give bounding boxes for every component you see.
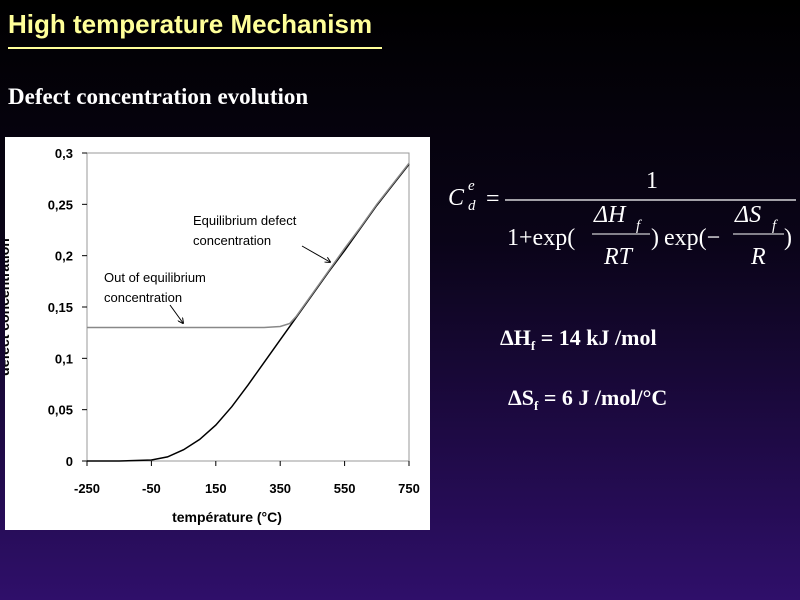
formula-s-sub: f xyxy=(772,218,778,234)
formula-h-num: ΔH xyxy=(593,202,627,228)
formula-close: ) xyxy=(784,225,792,251)
chart: température (°C) defect concentration 0 0… xyxy=(0,146,420,525)
annotation: Equilibrium defect xyxy=(193,213,297,228)
formula: C e d = 1 1+exp( ΔH f RT ) exp(− ΔS f R … xyxy=(448,168,796,270)
enthalpy: ΔHf = 14 kJ /mol xyxy=(500,325,657,353)
y-tick-label: 0,1 xyxy=(55,351,73,366)
entropy-symbol: ΔS xyxy=(508,385,534,410)
x-tick-label: -50 xyxy=(142,481,161,496)
annotation: concentration xyxy=(104,290,182,305)
annotation-arrow xyxy=(301,245,330,262)
formula-h-den: RT xyxy=(603,244,634,270)
enthalpy-symbol: ΔH xyxy=(500,325,531,350)
formula-equals: = xyxy=(486,186,500,212)
entropy-sub: f xyxy=(534,398,539,413)
annotation: concentration xyxy=(193,233,271,248)
entropy-text: = 6 J /mol/°C xyxy=(538,385,667,410)
annotation-arrow xyxy=(169,304,183,323)
formula-s-den: R xyxy=(750,244,766,270)
y-tick-label: 0,3 xyxy=(55,146,73,161)
plot-area xyxy=(86,152,410,462)
formula-sub: d xyxy=(468,198,476,214)
formula-sup: e xyxy=(468,178,475,194)
formula-den-mid: exp(− xyxy=(664,225,720,251)
x-axis-label: température (°C) xyxy=(172,509,282,525)
x-tick-label: -250 xyxy=(74,481,100,496)
subtitle: Defect concentration evolution xyxy=(8,84,308,109)
enthalpy-sub: f xyxy=(531,338,536,353)
x-tick-label: 550 xyxy=(334,481,356,496)
formula-numerator: 1 xyxy=(646,168,658,194)
y-tick-label: 0,15 xyxy=(48,300,73,315)
y-tick-label: 0,05 xyxy=(48,403,73,418)
y-tick-label: 0,25 xyxy=(48,197,73,212)
enthalpy-text: = 14 kJ /mol xyxy=(535,325,656,350)
x-tick-label: 150 xyxy=(205,481,227,496)
y-tick-label: 0,2 xyxy=(55,249,73,264)
entropy: ΔSf = 6 J /mol/°C xyxy=(508,385,667,413)
formula-lhs: C xyxy=(448,185,465,211)
annotation: Out of equilibrium xyxy=(104,270,206,285)
y-axis-label: defect concentration xyxy=(0,238,12,376)
y-tick-label: 0 xyxy=(66,454,73,469)
formula-h-sub: f xyxy=(636,218,642,234)
slide-title: High temperature Mechanism xyxy=(8,9,372,39)
x-tick-label: 350 xyxy=(269,481,291,496)
formula-s-num: ΔS xyxy=(734,202,761,228)
formula-close: ) xyxy=(651,225,659,251)
x-tick-label: 750 xyxy=(398,481,420,496)
formula-den-start: 1+exp( xyxy=(507,225,575,251)
series-line xyxy=(87,162,410,329)
